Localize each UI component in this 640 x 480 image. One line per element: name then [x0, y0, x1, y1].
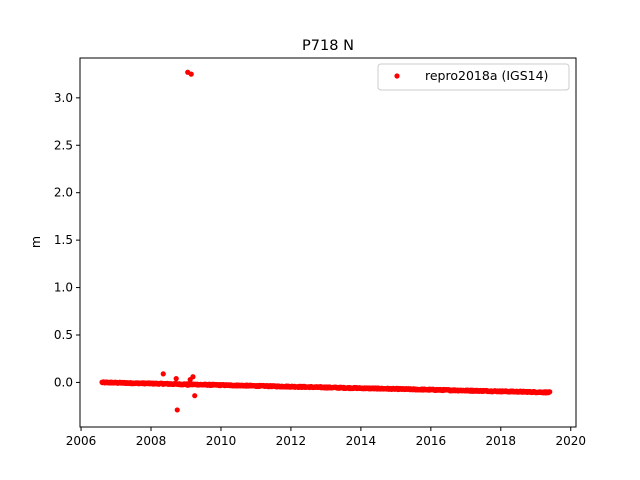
- outlier-point: [185, 382, 191, 388]
- outlier-point: [188, 71, 194, 77]
- y-tick-label: 0.0: [54, 375, 73, 389]
- x-tick-label: 2018: [486, 434, 517, 448]
- x-tick-label: 2020: [555, 434, 586, 448]
- y-tick-label: 1.5: [54, 233, 73, 247]
- outlier-point: [174, 407, 180, 413]
- y-tick-label: 1.0: [54, 281, 73, 295]
- y-tick-label: 0.5: [54, 328, 73, 342]
- outlier-point: [173, 376, 179, 382]
- y-tick-label: 3.0: [54, 91, 73, 105]
- legend-marker: [394, 73, 400, 79]
- outlier-point: [192, 393, 198, 399]
- x-tick-label: 2010: [206, 434, 237, 448]
- axes-frame: [79, 57, 577, 428]
- legend: repro2018a (IGS14): [377, 63, 570, 91]
- x-tick-label: 2016: [416, 434, 447, 448]
- y-tick-label: 2.0: [54, 186, 73, 200]
- x-tick-label: 2012: [276, 434, 307, 448]
- series-points: [99, 69, 553, 413]
- chart-title: P718 N: [302, 38, 354, 54]
- x-axis: 2006 2008 2010 2012 2014 2016 2018 2020: [66, 427, 586, 448]
- x-tick-label: 2006: [66, 434, 97, 448]
- x-tick-label: 2008: [136, 434, 167, 448]
- outlier-point: [187, 376, 193, 383]
- y-tick-label: 2.5: [54, 138, 73, 152]
- outlier-point: [160, 371, 166, 377]
- legend-entry: repro2018a (IGS14): [425, 68, 548, 83]
- legend-box: [377, 63, 570, 91]
- plot-area: [99, 69, 553, 413]
- y-axis-label: m: [28, 236, 43, 248]
- data-point: [547, 389, 553, 395]
- y-axis: 0.0 0.5 1.0 1.5 2.0 2.5 3.0: [54, 91, 80, 389]
- x-tick-label: 2014: [346, 434, 377, 448]
